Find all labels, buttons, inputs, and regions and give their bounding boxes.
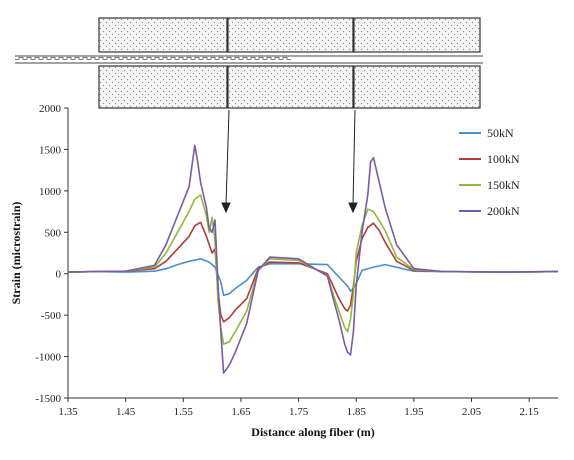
lower-block-3 [353,65,481,109]
x-tick-label: 1.55 [174,406,194,418]
y-tick-label: 500 [45,227,62,239]
joint-arrows [221,109,358,214]
joint-arrowhead-right [348,202,358,214]
x-tick-label: 1.45 [116,406,136,418]
y-tick-label: 0 [56,269,62,281]
joint-arrow-right [352,109,356,206]
x-tick-label: 1.35 [58,406,78,418]
upper-block-1 [98,17,228,53]
beam-schematic [15,17,483,109]
legend: 50kN 100kN 150kN 200kN [459,126,520,218]
y-axis-label: Strain (microstrain) [9,202,23,305]
upper-block-3 [353,17,481,53]
x-tick-label: 2.05 [462,406,482,418]
x-tick-label: 1.75 [289,406,309,418]
plot-axes: -1500 -1000 -500 0 500 1000 1500 2000 1.35 1.45 1.… [9,103,558,439]
legend-label: 50kN [487,126,514,140]
y-tick-label: 1500 [39,144,62,156]
series-line-50kn [67,257,559,297]
series-line-200kn [67,144,559,374]
x-tick-label: 2.15 [520,406,540,418]
y-tick-label: -1500 [35,393,61,405]
x-tick-label: 1.95 [404,406,424,418]
x-tick-label: 1.85 [347,406,367,418]
y-tick-label: 1000 [39,186,62,198]
joint-arrowhead-left [221,202,231,214]
legend-label: 150kN [487,178,520,192]
legend-label: 100kN [487,152,520,166]
x-axis-label: Distance along fiber (m) [251,425,374,439]
fiber-pattern [15,57,291,60]
y-tick-label: -500 [41,310,62,322]
y-tick-label: 2000 [39,103,62,115]
series-line-150kn [67,194,559,345]
upper-block-2 [227,17,354,53]
legend-label: 200kN [487,204,520,218]
series-layer [67,144,559,374]
x-tick-label: 1.65 [231,406,251,418]
lower-block-2 [227,65,354,109]
joint-arrow-left [225,109,230,206]
lower-block-1 [98,65,228,109]
series-line-100kn [67,221,559,323]
y-tick-label: -1000 [35,352,61,364]
